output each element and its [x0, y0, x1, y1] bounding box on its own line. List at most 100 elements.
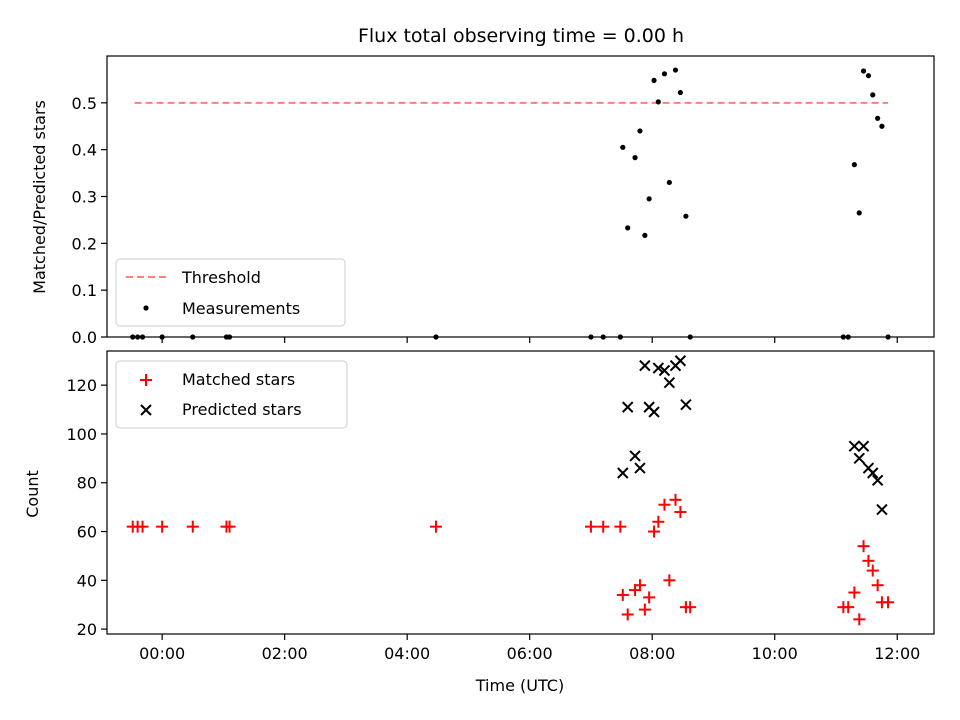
matched-star-point	[186, 520, 199, 533]
measurement-point	[677, 89, 683, 96]
predicted-star-point	[621, 401, 634, 413]
legend-predicted-label: Predicted stars	[182, 400, 302, 419]
measurement-point	[620, 144, 626, 150]
legend-matched-swatch	[140, 374, 152, 386]
bottom-legend-box	[115, 360, 348, 429]
top-x-ticks	[161, 337, 898, 343]
matched-star-point	[674, 506, 687, 519]
top-panel: Flux total observing time = 0.00 h Match…	[30, 25, 935, 347]
matched-star-point	[848, 586, 861, 599]
top-y-ticks: 0.0 0.1 0.2 0.3 0.4 0.5	[72, 94, 107, 347]
bottom-ytick-label: 120	[66, 376, 97, 395]
predicted-star-point	[652, 362, 665, 374]
matched-star-point	[842, 601, 855, 614]
top-ytick-label: 0.2	[72, 234, 97, 253]
measurement-point	[666, 179, 672, 186]
bottom-ytick-label: 20	[77, 620, 97, 639]
measurement-point	[870, 92, 876, 98]
measurement-point	[655, 99, 661, 105]
matched-star-point	[223, 520, 236, 533]
predicted-star-point	[663, 377, 676, 389]
bottom-xtick-label: 04:00	[384, 644, 430, 663]
top-ytick-label: 0.1	[72, 281, 97, 300]
top-plot-frame	[106, 55, 935, 338]
legend-threshold-label: Threshold	[181, 268, 261, 287]
predicted-star-point	[876, 503, 888, 516]
bottom-ytick-label: 40	[77, 571, 97, 590]
measurement-point	[851, 162, 857, 168]
matched-star-point	[862, 554, 875, 567]
measurement-point	[865, 73, 872, 79]
measurement-point	[860, 68, 867, 74]
predicted-star-point	[629, 450, 641, 462]
matched-star-point	[871, 579, 884, 592]
predicted-star-point	[680, 398, 692, 411]
matched-star-point	[866, 564, 879, 577]
measurement-point	[661, 71, 668, 77]
top-ytick-label: 0.4	[72, 141, 97, 160]
bottom-xtick-label: 10:00	[752, 644, 798, 663]
bottom-legend: Matched stars Predicted stars	[115, 360, 348, 429]
matched-star-point	[857, 540, 870, 553]
matched-star-point	[621, 608, 634, 621]
matched-star-point	[136, 520, 149, 533]
top-legend: Threshold Measurements	[115, 258, 346, 327]
legend-predicted-swatch	[140, 404, 152, 416]
measurement-point	[879, 123, 885, 129]
top-ylabel: Matched/Predicted stars	[30, 100, 49, 294]
bottom-ytick-label: 100	[66, 425, 97, 444]
matched-star-point	[429, 520, 442, 533]
matched-star-point	[156, 520, 169, 533]
measurement-point	[637, 128, 643, 134]
predicted-star-point	[639, 359, 651, 372]
bottom-x-ticks: 00:00 02:00 04:00 06:00 08:00 10:00 12:00	[139, 634, 920, 663]
predicted-star-point	[658, 364, 671, 377]
bottom-ytick-label: 60	[77, 523, 97, 542]
predicted-star-point	[634, 462, 646, 474]
measurement-point	[646, 196, 652, 202]
bottom-xlabel: Time (UTC)	[475, 676, 564, 695]
measurement-point	[642, 232, 648, 238]
matched-star-point	[616, 588, 629, 601]
legend-measurements-swatch	[143, 305, 149, 311]
measurement-point	[856, 210, 862, 216]
matched-star-point	[648, 525, 661, 538]
bottom-ylabel: Count	[23, 470, 42, 518]
bottom-xtick-label: 08:00	[629, 644, 675, 663]
predicted-star-point	[867, 467, 879, 479]
matched-star-point	[684, 601, 697, 614]
predicted-star-point	[617, 467, 629, 479]
predicted-star-point	[853, 452, 865, 465]
matched-star-point	[614, 520, 627, 533]
matched-star-point	[853, 613, 866, 626]
predicted-star-point	[871, 474, 884, 487]
bottom-xtick-label: 00:00	[139, 644, 185, 663]
bottom-xtick-label: 06:00	[507, 644, 553, 663]
measurement-point	[625, 225, 631, 231]
bottom-panel: Count Time (UTC) 20 40 60 80 100 120 00:00 02:…	[23, 350, 935, 695]
matched-star-point	[584, 520, 597, 533]
matched-star-point	[638, 603, 651, 616]
chart-title: Flux total observing time = 0.00 h	[358, 25, 684, 47]
measurement-point	[672, 67, 679, 73]
matched-star-point	[658, 498, 671, 511]
matched-star-point	[669, 493, 682, 506]
matched-star-point	[597, 520, 610, 533]
measurement-point	[632, 155, 638, 161]
bottom-y-ticks: 20 40 60 80 100 120	[66, 376, 107, 639]
bottom-xtick-label: 02:00	[262, 644, 308, 663]
matched-star-point	[882, 596, 895, 609]
measurement-point	[683, 213, 689, 219]
bottom-xtick-label: 12:00	[874, 644, 920, 663]
matched-star-point	[652, 515, 665, 528]
top-plot-marks	[130, 67, 891, 340]
measurement-point	[875, 115, 881, 121]
bottom-plot-frame	[106, 350, 935, 635]
predicted-star-point	[857, 440, 870, 452]
legend-measurements-label: Measurements	[182, 299, 300, 318]
measurement-point	[651, 77, 657, 83]
predicted-star-point	[648, 406, 660, 418]
matched-star-point	[643, 591, 656, 604]
top-legend-box	[115, 258, 346, 327]
